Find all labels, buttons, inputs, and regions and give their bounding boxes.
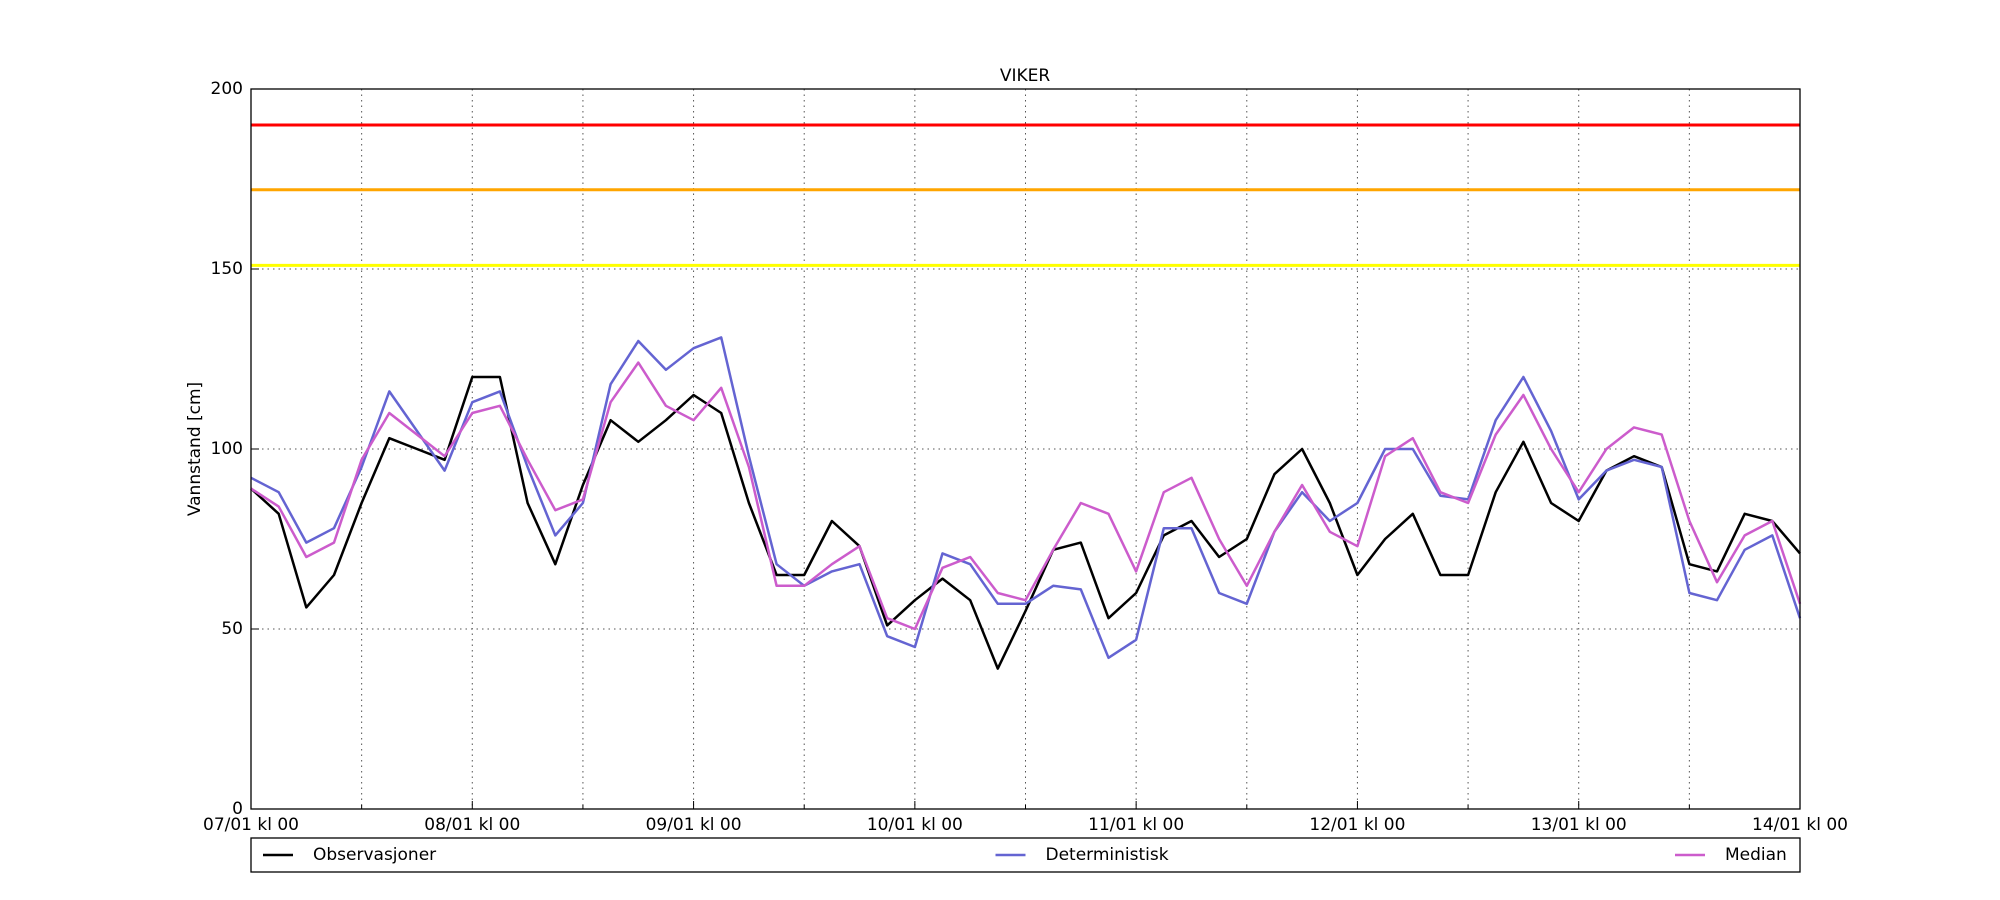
x-tick-label: 07/01 kl 00 xyxy=(203,815,299,835)
series-line xyxy=(250,336,1802,660)
x-tick-label: 10/01 kl 00 xyxy=(867,815,963,835)
y-tick-label: 150 xyxy=(211,259,243,279)
x-tick-label: 08/01 kl 00 xyxy=(424,815,520,835)
x-tick-label: 09/01 kl 00 xyxy=(646,815,742,835)
x-tick-label: 13/01 kl 00 xyxy=(1531,815,1627,835)
y-tick-label: 100 xyxy=(211,439,243,459)
chart-title: VIKER xyxy=(1000,66,1051,86)
y-tick-label: 200 xyxy=(211,79,243,99)
plot-frame xyxy=(250,88,1801,810)
legend-label: Observasjoner xyxy=(313,845,436,865)
series-line xyxy=(250,361,1802,631)
series-line xyxy=(250,375,1801,670)
x-tick-label: 14/01 kl 00 xyxy=(1752,815,1848,835)
y-axis-label: Vannstand [cm] xyxy=(185,382,205,516)
y-tick-label: 50 xyxy=(221,619,243,639)
legend-label: Deterministisk xyxy=(1046,845,1169,865)
legend-label: Median xyxy=(1725,845,1787,865)
x-tick-label: 12/01 kl 00 xyxy=(1309,815,1405,835)
x-tick-label: 11/01 kl 00 xyxy=(1088,815,1184,835)
y-tick-label: 0 xyxy=(232,799,243,819)
